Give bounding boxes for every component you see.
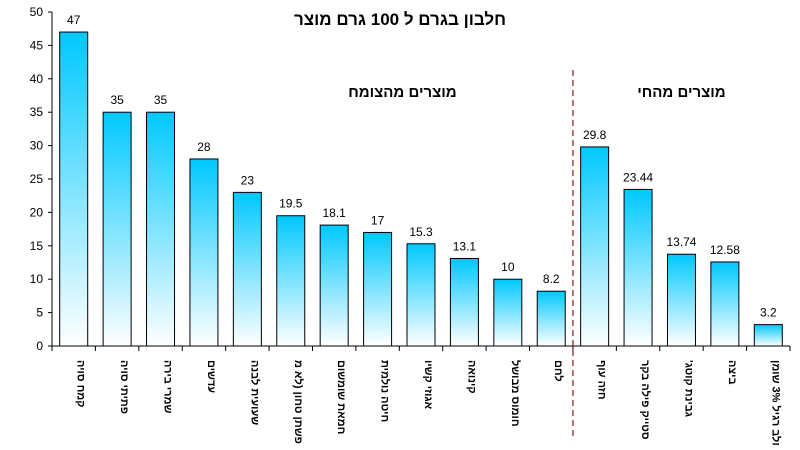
bar [666,253,696,347]
y-tick-label: 5 [36,306,43,320]
y-tick-label: 20 [30,205,44,219]
data-label: 8.2 [543,272,560,286]
y-tick-label: 10 [30,272,44,286]
bar [102,111,132,347]
x-tick-label: שמרי בירה [162,360,174,414]
group-label-plant: מוצרים מהצומח [348,84,456,101]
bar [580,146,610,347]
data-label: 35 [110,93,124,107]
x-tick-label: קינואה [465,360,477,394]
data-label: 18.1 [322,206,346,220]
y-tick-label: 45 [30,38,44,52]
data-label: 13.74 [666,235,696,249]
bar [536,290,566,347]
bar [232,191,262,347]
data-label: 3.2 [760,306,777,320]
x-tick-label: קמח סויה [75,360,87,407]
x-tick-label: חמאת שומשום [335,360,347,434]
data-label: 47 [67,13,81,27]
bar [189,158,219,347]
data-label: 19.5 [279,197,303,211]
data-label: 28 [197,140,211,154]
data-label: 15.3 [409,225,433,239]
y-tick-label: 50 [30,5,44,19]
bar [319,224,349,347]
x-tick-label: לחם [552,360,565,382]
x-tick-label: שעועית לבנה [248,360,261,425]
x-tick-label: חזה עוף [596,360,608,400]
data-label: 10 [501,260,515,274]
x-tick-label: חיטה נולמית [379,360,392,422]
data-label: 23.44 [623,170,653,184]
y-tick-label: 25 [30,172,44,186]
chart-title: חלבון בגרם ל 100 גרם מוצר [294,10,506,29]
data-label: 12.58 [710,243,740,257]
x-tick-label: ביצה [726,360,738,385]
bar [623,188,653,347]
x-tick-label: פתיתי סויה [118,360,130,414]
y-tick-label: 35 [30,105,44,119]
data-label: 35 [154,93,168,107]
bar [449,257,479,347]
y-tick-label: 30 [30,139,44,153]
group-label-animal: מוצרים מהחי [637,84,725,101]
data-label: 13.1 [453,239,477,253]
x-tick-label: גבינת קוטג' [682,360,694,417]
data-label: 17 [371,213,385,227]
bar [59,31,89,347]
bar [363,231,393,347]
y-tick-label: 40 [30,72,44,86]
data-label: 29.8 [583,128,607,142]
x-tick-label: פשתן טחון (לא מ [292,360,305,444]
bar [276,215,306,347]
x-tick-label: עדשים [205,360,217,393]
bar [146,111,176,347]
x-tick-label: חומוס מבושל [509,360,522,427]
bar [710,261,740,347]
bar [406,243,436,347]
data-label: 23 [241,173,255,187]
x-tick-label: אגוזי קשיו [422,360,434,410]
bar [753,324,783,347]
x-tick-label: חלב רגיל 3% שומן [769,360,782,445]
x-tick-label: סטייק פילה בקר [639,360,652,440]
bar [493,278,523,347]
y-tick-label: 15 [30,239,44,253]
y-tick-label: 0 [36,339,43,353]
